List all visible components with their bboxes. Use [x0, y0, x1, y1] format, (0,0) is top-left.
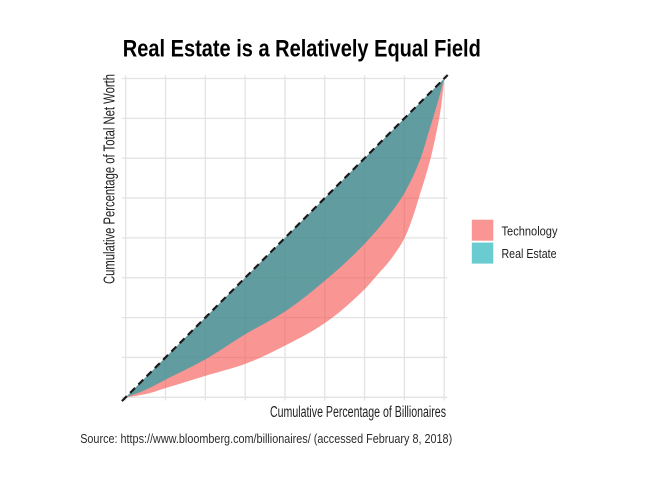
svg-text:Source: https://www.bloomberg.: Source: https://www.bloomberg.com/billio…	[80, 432, 452, 446]
svg-text:Cumulative Percentage of Total: Cumulative Percentage of Total Net Worth	[102, 74, 119, 284]
svg-text:Real Estate: Real Estate	[502, 247, 557, 261]
svg-text:Cumulative Percentage of Billi: Cumulative Percentage of Billionaires	[270, 404, 446, 421]
svg-text:Technology: Technology	[502, 224, 559, 238]
svg-text:Real Estate is a Relatively Eq: Real Estate is a Relatively Equal Field	[123, 36, 481, 63]
